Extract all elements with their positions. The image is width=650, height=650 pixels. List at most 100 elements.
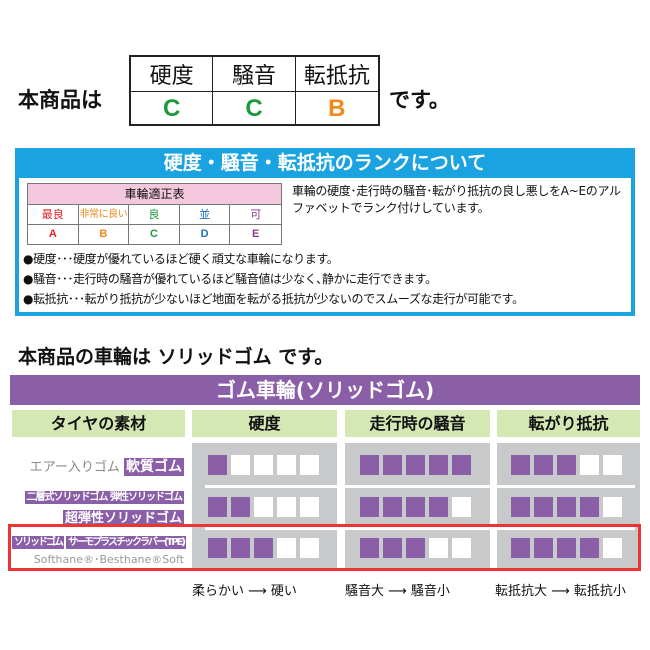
rating-square-empty (580, 455, 599, 475)
grade-label: 非常に良い (78, 205, 130, 225)
summary-suffix: です。 (389, 88, 450, 112)
header-noise: 走行時の騒音 (345, 410, 490, 437)
grade-table: 車輪適正表 最良 非常に良い 良 並 可 A B C D E (27, 183, 282, 245)
rating-square-empty (603, 455, 622, 475)
grade-rolling: B (328, 95, 346, 122)
rating-noise (360, 455, 471, 475)
rating-square-empty (603, 497, 622, 517)
rating-square-filled (511, 455, 530, 475)
material-super-elastic: 超弾性ソリッドゴム (62, 510, 184, 527)
material-softhane: Softhane®･Besthane®Soft (33, 553, 184, 566)
rating-noise (360, 538, 471, 558)
current-product-highlight (8, 524, 641, 571)
grade-noise: C (213, 92, 296, 126)
rating-noise (360, 497, 471, 517)
rating-square-filled (429, 497, 448, 517)
legend-hardness: 柔らかい ⟶ 硬い (192, 584, 297, 599)
rating-square-filled (383, 455, 402, 475)
rating-square-filled (580, 538, 599, 558)
bullet-hardness: ●硬度･･･硬度が優れているほど硬く頑丈な車輪になります。 (23, 252, 339, 266)
bullet-noise: ●騒音･･･走行時の騒音が優れているほど騒音値は少なく､静かに走行できます。 (23, 272, 437, 286)
rating-square-filled (406, 538, 425, 558)
rating-square-filled (208, 538, 227, 558)
header-noise: 騒音 (213, 57, 296, 92)
rating-square-filled (511, 538, 530, 558)
rating-hardness (208, 497, 319, 517)
row-divider (205, 527, 635, 530)
grade-letter: C (129, 225, 180, 244)
info-description: 車輪の硬度･走行時の騒音･転がり抵抗の良し悪しをA~Eのアルファベットでランク付… (292, 184, 621, 215)
rating-square-filled (557, 538, 576, 558)
grade-letter: B (79, 225, 130, 244)
rating-square-filled (360, 497, 379, 517)
rating-square-filled (406, 455, 425, 475)
rating-hardness (208, 538, 319, 558)
rating-square-filled (208, 497, 227, 517)
rating-hardness (208, 455, 319, 475)
rating-square-filled (580, 497, 599, 517)
rating-square-filled (208, 455, 227, 475)
rating-square-filled (360, 538, 379, 558)
product-line: 本商品の車輪は ソリッドゴム です。 (18, 346, 334, 368)
material-row3a: ソリッドゴム サーモプラスチックラバー(TPE) (12, 533, 186, 549)
rating-square-empty (300, 497, 319, 517)
material-row2a: 二層式ソリッドゴム 弾性ソリッドゴム (24, 488, 184, 504)
rating-rolling (511, 538, 622, 558)
header-hardness: 硬度 (131, 57, 214, 92)
grade-letter: D (180, 225, 231, 244)
header-hardness: 硬度 (192, 410, 337, 437)
rating-square-filled (429, 455, 448, 475)
material-row2b: 超弾性ソリッドゴム (62, 507, 184, 527)
info-middle: 車輪適正表 最良 非常に良い 良 並 可 A B C D E 車輪の硬度･走行時… (19, 178, 631, 245)
rating-rolling (511, 497, 622, 517)
rating-square-empty (429, 538, 448, 558)
rating-square-filled (534, 538, 553, 558)
material-row1: エアー入りゴム 軟質ゴム (30, 456, 184, 476)
grade-table-title: 車輪適正表 (28, 184, 281, 205)
rating-square-filled (383, 538, 402, 558)
rating-square-empty (603, 538, 622, 558)
row-divider (205, 485, 635, 488)
rating-square-filled (360, 455, 379, 475)
grade-letter: A (28, 225, 79, 244)
rating-square-empty (231, 455, 250, 475)
rating-rolling (511, 455, 622, 475)
rating-square-filled (534, 497, 553, 517)
rating-square-filled (383, 497, 402, 517)
bullet-list: ●硬度･･･硬度が優れているほど硬く頑丈な車輪になります。 ●騒音･･･走行時の… (19, 245, 631, 308)
rubber-title: ゴム車輪(ソリッドゴム) (10, 375, 640, 405)
rating-square-filled (406, 497, 425, 517)
grade-label: 並 (179, 205, 231, 225)
rating-square-empty (300, 538, 319, 558)
rating-square-filled (452, 455, 471, 475)
rating-square-empty (254, 497, 273, 517)
bullet-rolling: ●転抵抗･･･転がり抵抗が少ないほど地面を転がる抵抗が少ないのでスムーズな走行が… (23, 292, 524, 306)
rating-square-empty (452, 538, 471, 558)
rating-square-filled (511, 497, 530, 517)
material-tpe: サーモプラスチックラバー(TPE) (66, 536, 186, 549)
rating-square-filled (231, 538, 250, 558)
material-air-rubber: エアー入りゴム (29, 460, 120, 475)
info-title: 硬度・騒音・転抵抗のランクについて (19, 148, 631, 178)
summary-prefix: 本商品は (18, 88, 102, 112)
rating-square-filled (231, 497, 250, 517)
rating-square-empty (452, 497, 471, 517)
material-solid-rubber: ソリッドゴム (12, 536, 64, 549)
rating-square-filled (534, 455, 553, 475)
rating-square-filled (254, 538, 273, 558)
material-soft-rubber: 軟質ゴム (124, 458, 184, 476)
rating-square-empty (277, 538, 296, 558)
header-material: タイヤの素材 (12, 410, 185, 437)
header-rolling: 転抵抗 (295, 57, 378, 92)
grade-label: 可 (230, 205, 281, 225)
rating-square-empty (254, 455, 273, 475)
legend-rolling: 転抵抗大 ⟶ 転抵抗小 (495, 584, 626, 599)
grade-label: 最良 (28, 205, 79, 225)
material-two-layer: 二層式ソリッドゴム 弾性ソリッドゴム (24, 491, 184, 504)
rank-info-box: 硬度・騒音・転抵抗のランクについて 車輪適正表 最良 非常に良い 良 並 可 A… (15, 148, 635, 316)
rating-square-empty (277, 497, 296, 517)
rating-square-filled (557, 455, 576, 475)
legend-noise: 騒音大 ⟶ 騒音小 (345, 584, 450, 599)
grade-hardness: C (131, 92, 214, 126)
rating-square-filled (557, 497, 576, 517)
